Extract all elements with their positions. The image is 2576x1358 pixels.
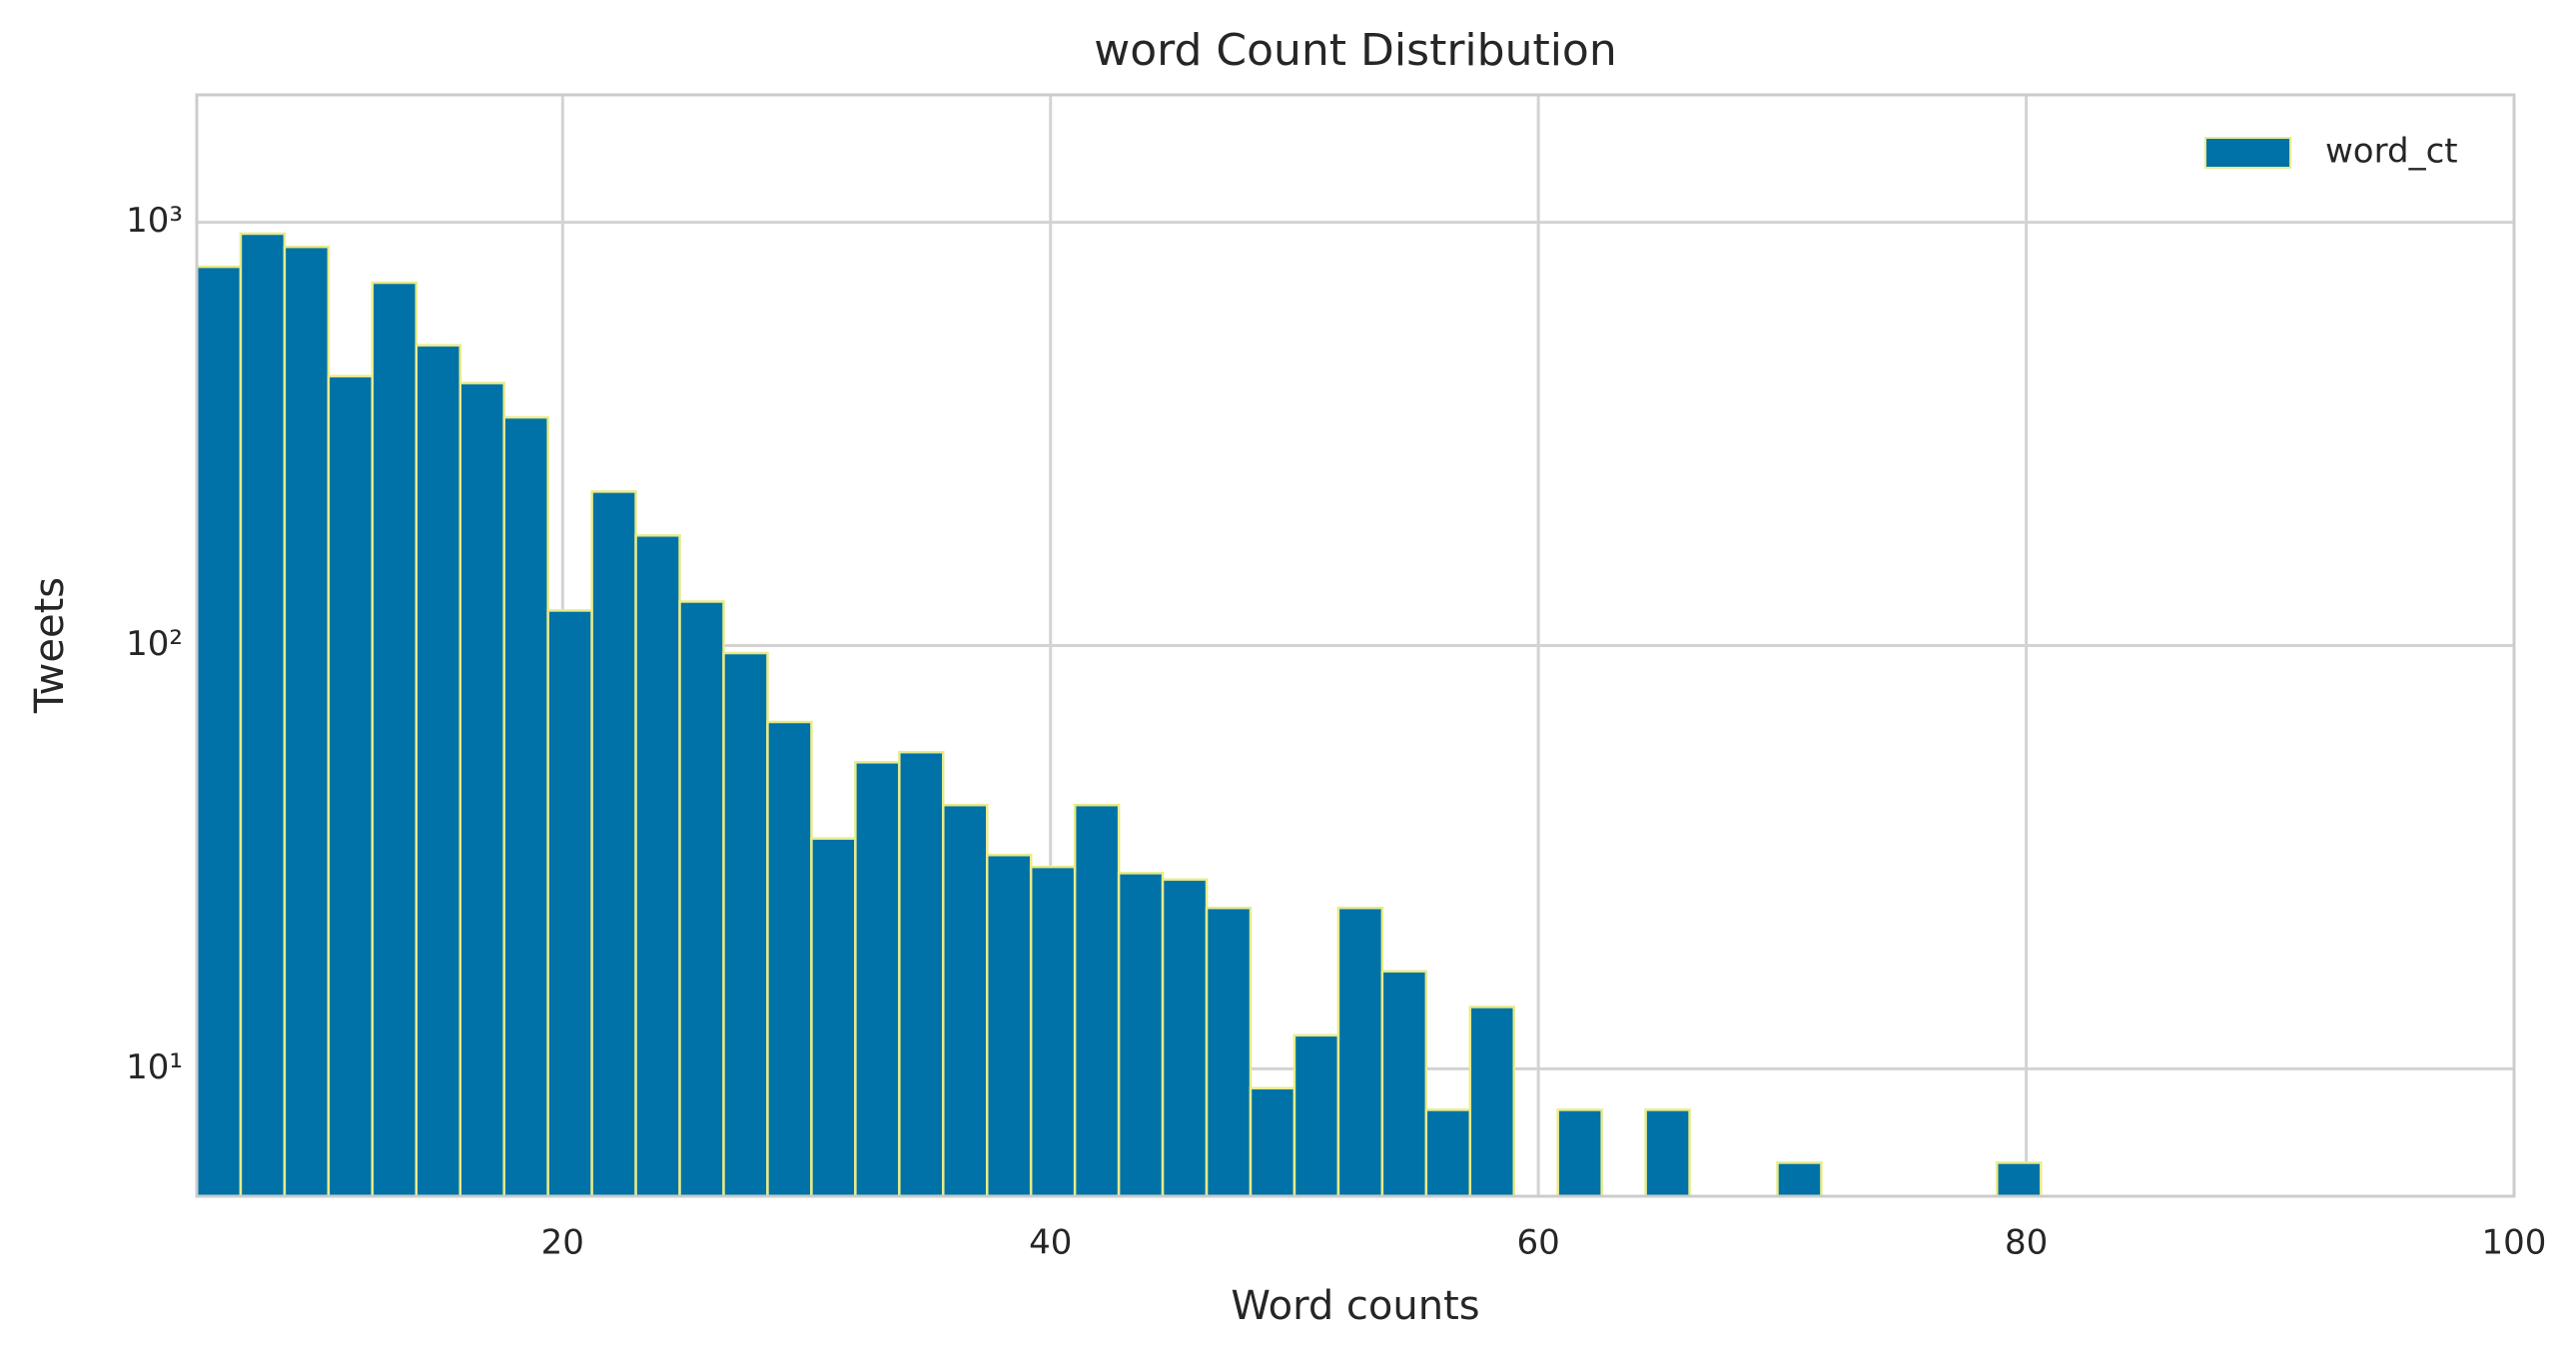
bar: [1644, 1108, 1691, 1198]
bar: [985, 854, 1033, 1198]
bar: [1073, 803, 1121, 1198]
bar: [546, 609, 593, 1198]
bar: [1161, 878, 1209, 1198]
bar: [1380, 970, 1428, 1198]
y-axis-label: Tweets: [27, 577, 73, 714]
x-tick-label: 60: [1517, 1223, 1560, 1263]
bar: [942, 803, 989, 1198]
bar: [1249, 1086, 1296, 1198]
y-tick-label: 10³: [126, 201, 183, 241]
bar: [1776, 1161, 1823, 1198]
bar: [1556, 1108, 1603, 1198]
y-tick-label: 10²: [126, 624, 183, 664]
x-tick-label: 100: [2482, 1223, 2547, 1263]
x-tick-label: 40: [1029, 1223, 1072, 1263]
bar: [898, 750, 945, 1198]
bar: [1292, 1033, 1340, 1198]
bar: [502, 415, 549, 1198]
chart-title: word Count Distribution: [1094, 25, 1617, 76]
bar: [1205, 906, 1253, 1198]
bar: [634, 534, 681, 1198]
bar: [283, 245, 331, 1198]
x-tick-label: 20: [541, 1223, 584, 1263]
bar: [415, 343, 461, 1198]
bar: [371, 281, 419, 1198]
legend-swatch: [2204, 137, 2291, 169]
bar: [1117, 872, 1165, 1198]
plot-frame: [195, 93, 2516, 1198]
bar: [458, 381, 505, 1198]
bar: [1029, 865, 1077, 1198]
bar: [810, 837, 857, 1198]
bar: [327, 374, 375, 1198]
x-axis-label: Word counts: [1231, 1283, 1479, 1329]
legend-label: word_ct: [2325, 132, 2458, 172]
bar: [678, 600, 725, 1198]
bar: [1336, 906, 1384, 1198]
bar: [1996, 1161, 2043, 1198]
x-tick-label: 80: [2005, 1223, 2048, 1263]
bar: [854, 761, 901, 1198]
bar: [239, 232, 287, 1198]
bar: [1424, 1108, 1472, 1198]
bar: [722, 651, 769, 1198]
y-tick-label: 10¹: [126, 1047, 183, 1087]
bar: [1468, 1006, 1515, 1198]
bar: [195, 265, 243, 1198]
bar: [766, 720, 813, 1198]
bar: [590, 490, 637, 1198]
